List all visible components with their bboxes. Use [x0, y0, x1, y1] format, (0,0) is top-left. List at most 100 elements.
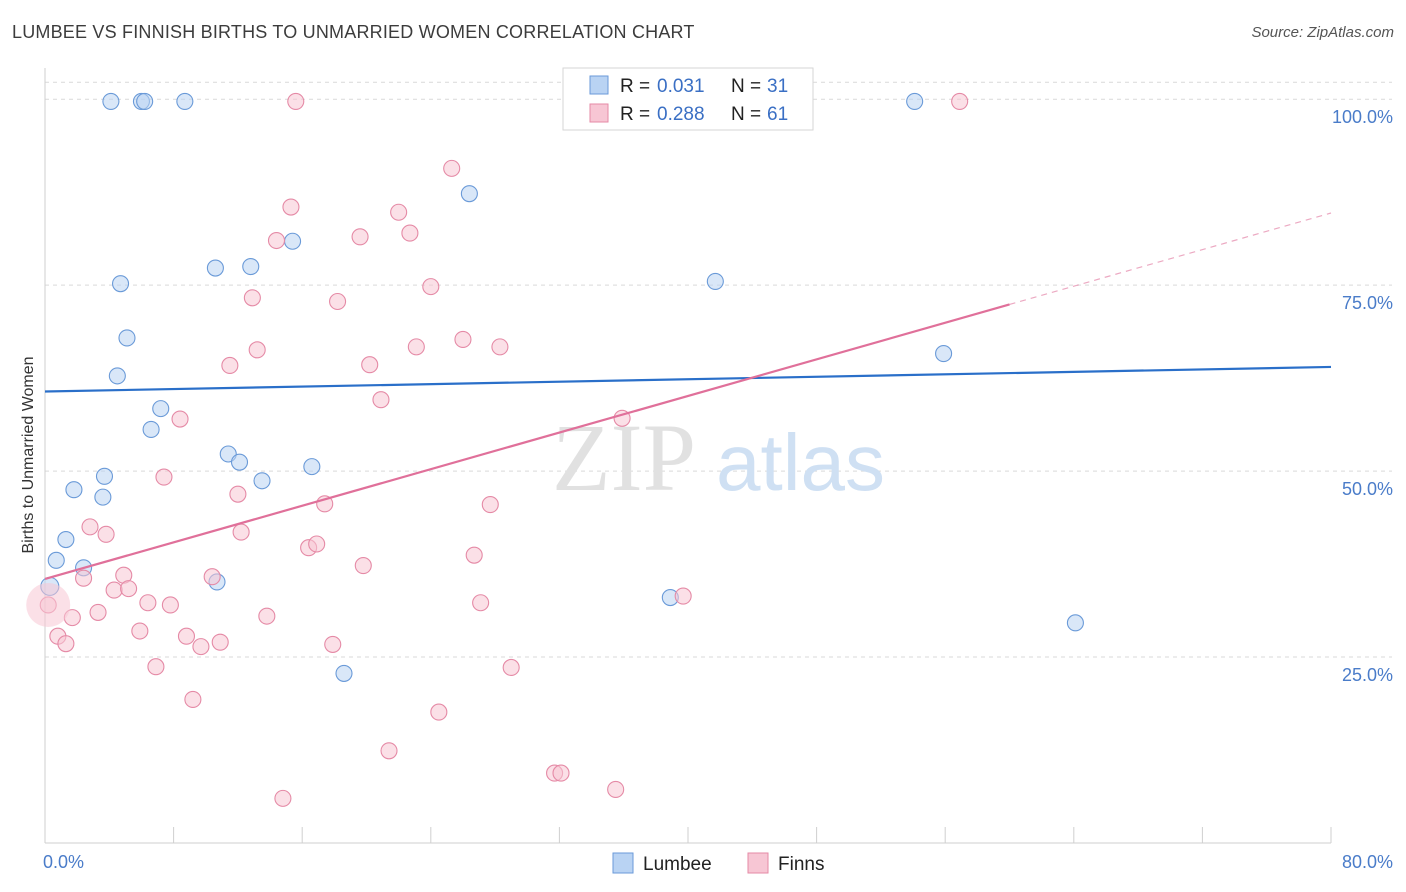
point-lumbee-25 [460, 185, 478, 203]
point-lumbee-21 [253, 472, 271, 490]
point-lumbee-6 [95, 467, 114, 485]
point-finns-18 [184, 690, 202, 708]
legend-r-value-finns: 0.288 [657, 104, 705, 125]
point-lumbee-30 [1066, 614, 1084, 632]
source-credit: Source: ZipAtlas.com [1251, 24, 1394, 41]
points-layer [26, 92, 1084, 807]
y-tick-label-0: 25.0% [1342, 665, 1393, 685]
legend-n-value-lumbee: 31 [767, 76, 788, 97]
point-finns-28 [267, 231, 286, 250]
point-lumbee-24 [335, 664, 353, 682]
point-lumbee-2 [57, 530, 75, 549]
point-finns-11 [131, 622, 149, 640]
point-finns-21 [211, 633, 229, 651]
point-finns-39 [361, 356, 379, 374]
bottom-legend-label-finns: Finns [778, 854, 824, 875]
point-finns-43 [401, 224, 419, 242]
legend-swatch-finns [589, 103, 609, 123]
point-finns-20 [203, 568, 221, 586]
point-lumbee-23 [303, 458, 321, 476]
point-finns-19 [192, 638, 210, 656]
point-lumbee-10 [118, 329, 136, 347]
point-lumbee-19 [230, 453, 249, 471]
legend-n-label-lumbee: N = [731, 76, 761, 97]
point-lumbee-15 [176, 92, 194, 110]
point-finns-51 [481, 496, 499, 514]
x-tick-label-0: 0.0% [43, 852, 84, 872]
point-lumbee-1 [47, 551, 65, 569]
point-finns-48 [454, 330, 472, 348]
point-finns-24 [232, 523, 250, 541]
point-lumbee-16 [206, 259, 224, 277]
point-lumbee-5 [94, 488, 112, 506]
point-finns-31 [287, 92, 305, 110]
point-finns-40 [372, 391, 390, 409]
point-lumbee-27 [706, 272, 724, 290]
point-finns-47 [443, 159, 461, 177]
point-finns-56 [607, 780, 625, 798]
point-finns-55 [552, 764, 570, 782]
point-finns-10 [120, 580, 138, 598]
point-finns-37 [351, 228, 369, 246]
point-lumbee-28 [906, 92, 924, 110]
point-finns-17 [177, 627, 196, 645]
point-lumbee-29 [935, 345, 953, 363]
point-lumbee-8 [108, 367, 126, 385]
bottom-legend: Lumbee Finns [612, 852, 824, 875]
y-tick-label-3: 100.0% [1332, 107, 1393, 127]
axis-layer: 25.0% 50.0% 75.0% 100.0% 0.0% 80.0% [43, 68, 1393, 872]
point-lumbee-3 [65, 481, 83, 499]
legend-r-label-lumbee: R = [620, 76, 650, 97]
point-lumbee-22 [284, 232, 302, 250]
point-finns-13 [147, 658, 165, 676]
point-finns-44 [407, 338, 425, 356]
point-finns-49 [465, 546, 483, 564]
point-finns-4 [75, 569, 93, 587]
point-finns-2 [57, 635, 75, 653]
point-finns-46 [430, 703, 448, 721]
point-lumbee-9 [112, 275, 130, 293]
y-tick-label-2: 75.0% [1342, 293, 1393, 313]
point-finns-16 [171, 410, 189, 428]
legend-r-label-finns: R = [620, 104, 650, 125]
trend-line-finns [44, 303, 1010, 581]
point-lumbee-12 [136, 92, 154, 110]
point-finns-6 [89, 603, 107, 621]
trend-extension-finns [1009, 212, 1332, 306]
point-finns-45 [422, 278, 440, 296]
point-finns-29 [274, 789, 292, 807]
point-finns-33 [308, 535, 326, 553]
legend-n-label-finns: N = [731, 104, 761, 125]
y-axis-label: Births to Unmarried Women [20, 356, 37, 553]
trend-line-lumbee [44, 365, 1332, 393]
point-finns-26 [248, 341, 266, 359]
point-finns-50 [472, 594, 490, 612]
point-finns-14 [155, 468, 173, 486]
point-finns-53 [502, 658, 520, 677]
point-finns-8 [105, 581, 123, 599]
point-finns-23 [229, 485, 247, 503]
point-finns-22 [221, 356, 239, 375]
point-finns-cluster [26, 582, 71, 627]
point-finns-42 [390, 203, 408, 221]
legend: R = 0.031 N = 31 R = 0.288 N = 61 [562, 67, 814, 131]
trend-layer [44, 212, 1332, 581]
bottom-legend-label-lumbee: Lumbee [643, 854, 712, 875]
watermark-atlas: atlas [716, 418, 885, 507]
bottom-legend-swatch-finns [747, 852, 769, 874]
point-finns-25 [243, 289, 261, 307]
bottom-legend-swatch-lumbee [612, 852, 634, 874]
point-finns-12 [139, 594, 157, 612]
point-lumbee-7 [102, 92, 120, 110]
point-finns-30 [282, 198, 300, 216]
y-tick-label-1: 50.0% [1342, 479, 1393, 499]
point-finns-36 [329, 292, 347, 311]
point-finns-38 [354, 557, 372, 575]
point-finns-5 [81, 518, 99, 536]
chart-title: LUMBEE VS FINNISH BIRTHS TO UNMARRIED WO… [12, 22, 695, 42]
point-finns-7 [97, 525, 115, 543]
point-finns-52 [491, 338, 509, 356]
point-finns-35 [324, 635, 342, 653]
point-lumbee-20 [242, 257, 260, 276]
